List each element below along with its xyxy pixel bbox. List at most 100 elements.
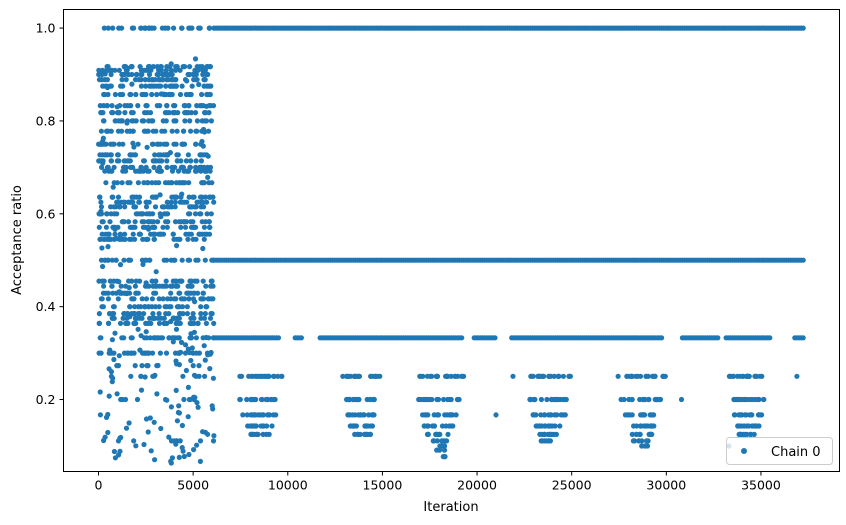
data-point bbox=[132, 219, 138, 225]
data-point bbox=[174, 128, 180, 134]
data-point bbox=[150, 128, 156, 134]
data-point bbox=[371, 396, 377, 403]
data-point bbox=[208, 83, 214, 89]
data-point bbox=[138, 387, 145, 393]
data-point bbox=[129, 71, 135, 78]
data-point bbox=[125, 320, 131, 326]
data-point bbox=[151, 83, 157, 89]
data-point bbox=[166, 304, 173, 310]
data-point bbox=[187, 164, 193, 170]
data-point bbox=[99, 164, 105, 170]
data-point bbox=[182, 342, 189, 348]
data-point bbox=[169, 455, 175, 461]
data-point bbox=[107, 347, 113, 353]
data-point bbox=[748, 412, 754, 418]
data-point bbox=[198, 204, 204, 210]
data-point bbox=[269, 423, 275, 429]
data-point bbox=[147, 83, 153, 89]
data-point bbox=[202, 77, 208, 83]
data-point bbox=[138, 333, 144, 339]
data-point bbox=[104, 77, 110, 83]
data-point bbox=[137, 64, 143, 70]
data-point bbox=[642, 443, 648, 449]
data-point bbox=[103, 141, 109, 147]
data-point bbox=[198, 158, 204, 164]
data-point bbox=[201, 343, 207, 349]
data-point bbox=[347, 423, 353, 429]
data-point bbox=[555, 373, 562, 379]
data-point bbox=[417, 396, 423, 403]
data-point bbox=[102, 168, 108, 174]
data-point bbox=[125, 219, 132, 225]
y-tick-label: 0.6 bbox=[36, 206, 56, 221]
data-point bbox=[547, 431, 553, 437]
data-point bbox=[131, 438, 137, 444]
data-point bbox=[163, 350, 170, 356]
data-point bbox=[109, 337, 115, 343]
data-point bbox=[548, 396, 555, 403]
data-point bbox=[182, 180, 188, 186]
data-point bbox=[179, 278, 185, 284]
data-point bbox=[170, 77, 176, 83]
data-point bbox=[188, 357, 194, 364]
data-point bbox=[170, 315, 177, 321]
data-point bbox=[272, 396, 278, 403]
data-point bbox=[180, 373, 186, 379]
data-point bbox=[134, 71, 140, 78]
data-point bbox=[191, 290, 197, 296]
data-point bbox=[149, 91, 155, 98]
data-point bbox=[425, 412, 431, 418]
data-point bbox=[531, 396, 538, 403]
data-point bbox=[424, 373, 430, 379]
data-point bbox=[132, 283, 138, 289]
data-point bbox=[175, 283, 181, 289]
data-point bbox=[102, 71, 108, 77]
data-point bbox=[104, 128, 110, 134]
data-point bbox=[132, 236, 138, 242]
data-point bbox=[631, 423, 637, 429]
data-point bbox=[156, 152, 162, 158]
data-point bbox=[538, 438, 544, 444]
data-point bbox=[194, 118, 200, 124]
data-point bbox=[167, 150, 173, 156]
data-point bbox=[98, 199, 104, 205]
data-point bbox=[127, 314, 133, 320]
data-point bbox=[351, 423, 357, 429]
data-point bbox=[250, 396, 256, 403]
data-point bbox=[148, 118, 154, 124]
data-point bbox=[124, 120, 130, 126]
data-point bbox=[154, 71, 160, 78]
data-point bbox=[275, 373, 281, 379]
data-point bbox=[553, 396, 559, 403]
data-point bbox=[176, 236, 182, 242]
data-point bbox=[377, 373, 383, 379]
data-point bbox=[205, 128, 212, 134]
data-point bbox=[204, 64, 210, 70]
data-point bbox=[554, 412, 560, 418]
data-point bbox=[191, 447, 197, 453]
data-point bbox=[203, 334, 209, 341]
data-point bbox=[109, 103, 115, 109]
data-point bbox=[652, 373, 658, 379]
data-point bbox=[111, 448, 117, 455]
data-point bbox=[185, 152, 191, 158]
data-point bbox=[143, 199, 149, 205]
data-point bbox=[244, 412, 250, 418]
data-point bbox=[349, 412, 355, 418]
data-point bbox=[189, 83, 195, 89]
data-point bbox=[265, 412, 271, 418]
data-point bbox=[202, 231, 208, 237]
data-point bbox=[237, 396, 243, 403]
data-point bbox=[155, 219, 161, 225]
data-point bbox=[200, 278, 206, 284]
data-point bbox=[185, 211, 192, 217]
data-point bbox=[168, 318, 174, 325]
data-point bbox=[122, 236, 128, 242]
data-point bbox=[167, 283, 174, 289]
data-point bbox=[354, 396, 360, 403]
data-point bbox=[186, 103, 192, 109]
data-point bbox=[201, 83, 207, 89]
data-point bbox=[190, 194, 196, 200]
data-point bbox=[800, 25, 806, 31]
data-point bbox=[615, 373, 621, 379]
